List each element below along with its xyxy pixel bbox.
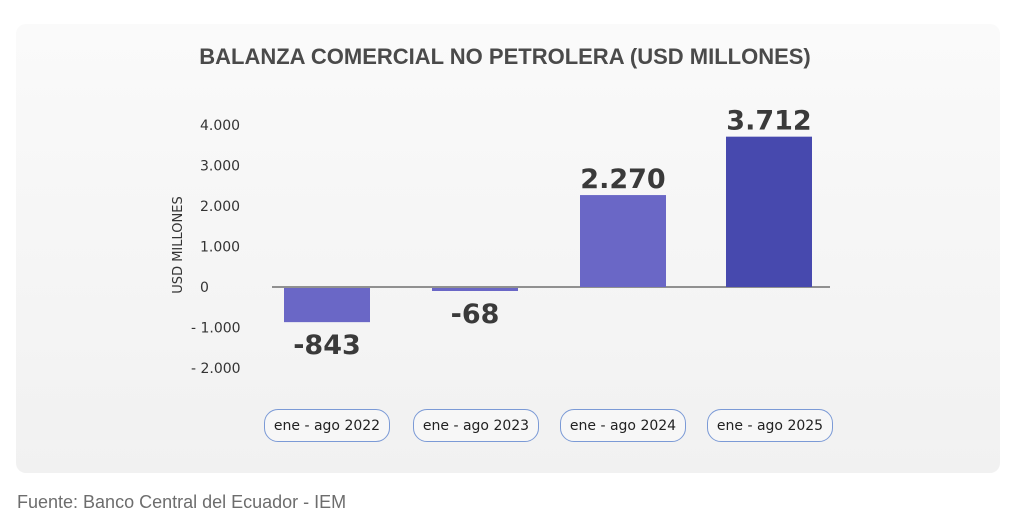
y-tick-label: 4.000 [200, 118, 240, 134]
data-label: -843 [293, 330, 361, 361]
x-category-label: ene - ago 2022 [264, 409, 390, 442]
data-label: 2.270 [580, 164, 665, 195]
y-axis-label: USD MILLONES [171, 196, 186, 293]
source-note: Fuente: Banco Central del Ecuador - IEM [17, 492, 347, 512]
x-category-label: ene - ago 2023 [413, 409, 539, 442]
bar [284, 288, 370, 323]
y-tick-label: 3.000 [200, 159, 240, 175]
y-tick-label: 2.000 [200, 199, 240, 215]
y-tick-label: - 2.000 [191, 361, 241, 377]
data-label: 3.712 [726, 106, 811, 137]
y-tick-label: - 1.000 [191, 321, 241, 337]
bar [580, 195, 666, 287]
bar [432, 288, 518, 291]
x-category-label: ene - ago 2025 [707, 409, 833, 442]
x-category-label: ene - ago 2024 [560, 409, 686, 442]
chart-panel [16, 24, 1000, 473]
data-label: -68 [451, 299, 500, 330]
y-tick-label: 1.000 [200, 240, 240, 256]
chart-title: BALANZA COMERCIAL NO PETROLERA (USD MILL… [199, 44, 811, 69]
y-tick-label: 0 [200, 280, 209, 296]
bar [726, 136, 812, 287]
